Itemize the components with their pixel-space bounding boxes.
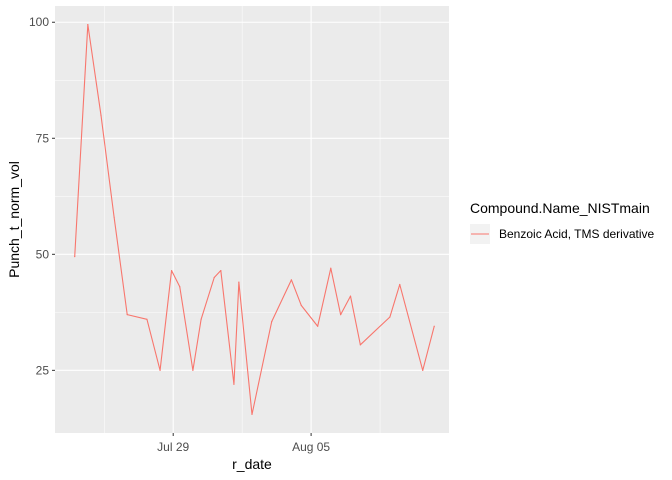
data-point (317, 325, 319, 327)
data-point (220, 269, 222, 272)
data-point (300, 304, 302, 306)
y-tick-label: 75 (36, 131, 50, 145)
legend: Compound.Name_NISTmain Benzoic Acid, TMS… (470, 200, 655, 244)
data-point (159, 369, 161, 371)
data-point (213, 276, 215, 279)
data-point (170, 269, 173, 272)
y-tick-label: 50 (36, 247, 50, 261)
data-point (200, 318, 202, 320)
data-point (233, 383, 235, 385)
data-point (433, 325, 435, 327)
data-point (74, 256, 76, 258)
minor-gridlines (55, 6, 449, 433)
x-axis: Jul 29 Aug 05 (157, 433, 330, 454)
data-point (87, 23, 89, 26)
data-point (113, 216, 115, 218)
x-axis-title: r_date (232, 456, 272, 472)
y-tick-label: 25 (36, 363, 50, 377)
legend-label: Benzoic Acid, TMS derivative (499, 227, 655, 241)
data-point (330, 267, 332, 269)
data-point (179, 286, 181, 288)
series-line (74, 24, 435, 415)
legend-title: Compound.Name_NISTmain (470, 200, 650, 216)
data-point (126, 314, 128, 316)
x-tick-label: Jul 29 (157, 440, 189, 454)
major-gridlines (55, 6, 449, 433)
data-point (192, 369, 194, 371)
series-layer (74, 23, 435, 416)
plot-panel (55, 6, 449, 433)
data-point (422, 369, 424, 371)
y-axis-title: Punch_t_norm_vol (6, 161, 22, 278)
data-point (238, 281, 240, 283)
data-point (340, 314, 342, 316)
x-tick-label: Aug 05 (292, 440, 330, 454)
data-point (349, 295, 352, 297)
y-axis: 25 50 75 100 (29, 15, 55, 377)
data-point (271, 321, 273, 323)
data-point (399, 283, 401, 286)
data-point (251, 413, 253, 416)
data-point (100, 114, 102, 116)
data-point (290, 279, 292, 281)
data-point (359, 344, 361, 346)
data-point (389, 316, 391, 318)
y-tick-label: 100 (29, 15, 49, 29)
data-point (146, 318, 148, 320)
